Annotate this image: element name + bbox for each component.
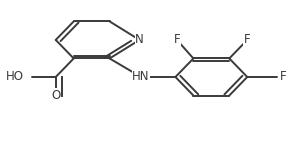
Text: F: F — [174, 33, 180, 46]
Text: F: F — [280, 71, 286, 84]
Text: HN: HN — [132, 71, 150, 84]
Text: F: F — [244, 33, 250, 46]
Text: O: O — [51, 89, 60, 102]
Text: HO: HO — [6, 71, 24, 84]
Text: N: N — [135, 33, 144, 46]
